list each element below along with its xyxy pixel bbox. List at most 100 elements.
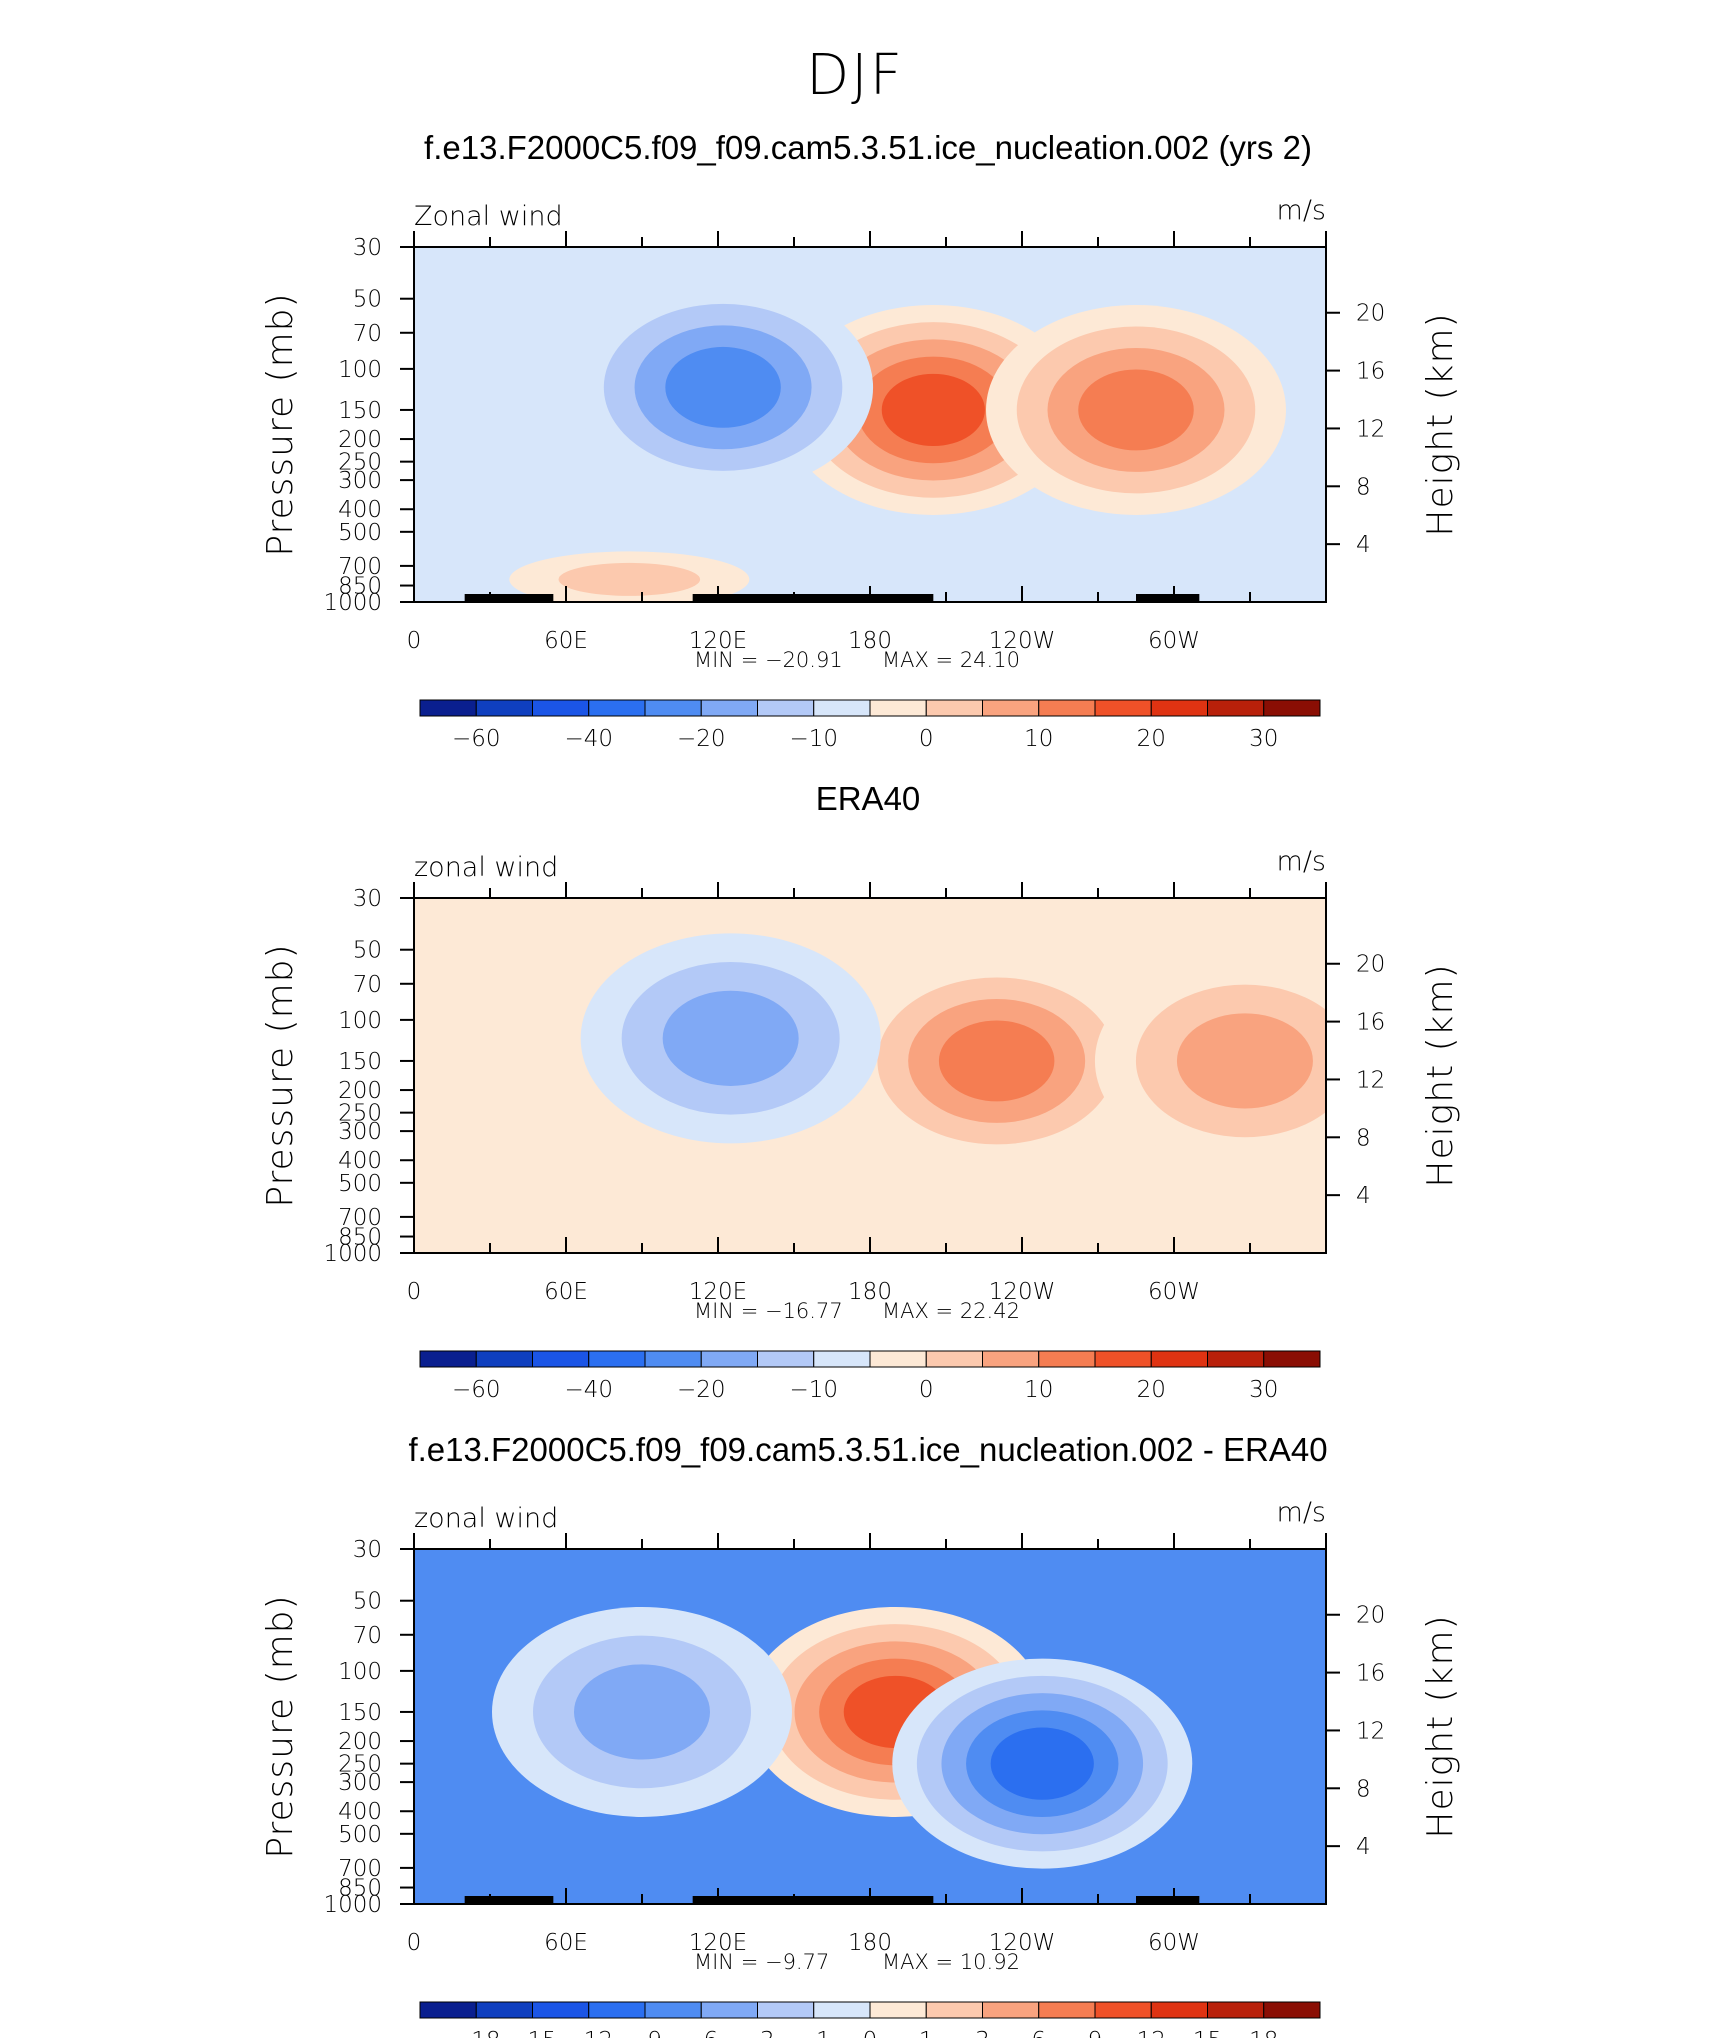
colorbar-swatch: [813, 699, 871, 717]
x-tick-label: 120E: [689, 628, 747, 654]
y-axis-label: Pressure (mb): [260, 1594, 301, 1858]
colorbar-label: 0: [863, 2028, 878, 2038]
contour-field: [414, 1549, 1326, 1904]
y-tick-label: 400: [338, 1148, 382, 1174]
colorbar-swatch: [982, 2001, 1040, 2019]
y-tick-label: 50: [353, 938, 382, 964]
y-tick-label: 850: [338, 1225, 382, 1251]
y-tick-label: 200: [338, 427, 382, 453]
x-tick-label: 60E: [544, 1279, 588, 1305]
colorbar-label: 20: [1137, 726, 1166, 752]
colorbar-label: 0: [919, 1377, 934, 1403]
x-tick-label: 120W: [989, 1930, 1056, 1956]
contour-band: [574, 1664, 710, 1760]
colorbar-swatch: [1150, 699, 1208, 717]
field-label: Zonal wind: [414, 201, 563, 232]
colorbar-swatch: [925, 2001, 983, 2019]
panel-2: ERA40 zonal wind m/s 0 60E 120E 180 120W 60W 30 50…: [260, 780, 1461, 1403]
x-tick-label: 60E: [544, 1930, 588, 1956]
max-value: MAX = 24.10: [882, 648, 1020, 672]
y-right-tick-label: 12: [1356, 1067, 1385, 1093]
contour-band: [990, 1727, 1094, 1800]
y-tick-label: 400: [338, 497, 382, 523]
min-value: MIN = −20.91: [694, 648, 843, 672]
y-right-tick-label: 20: [1356, 1603, 1385, 1629]
y-tick-label: 200: [338, 1078, 382, 1104]
y-right-tick-label: 8: [1356, 1776, 1371, 1802]
colorbar-swatch: [869, 2001, 927, 2019]
topography-mask: [464, 594, 554, 602]
y-tick-label: 30: [353, 886, 382, 912]
colorbar-label: −15: [508, 2028, 557, 2038]
colorbar-label: −12: [564, 2028, 613, 2038]
colorbar: −60 −40 −20 −10 0 10 20 30: [419, 1350, 1321, 1403]
y-right-tick-label: 20: [1356, 952, 1385, 978]
colorbar-label: −9: [628, 2028, 662, 2038]
colorbar-label: 12: [1137, 2028, 1166, 2038]
y-tick-label: 700: [338, 1856, 382, 1882]
colorbar-swatch: [644, 699, 702, 717]
colorbar-label: −3: [741, 2028, 775, 2038]
y-right-tick-label: 4: [1356, 532, 1371, 558]
panel-title: f.e13.F2000C5.f09_f09.cam5.3.51.ice_nucl…: [424, 129, 1312, 166]
x-tick-label: 180: [848, 1930, 892, 1956]
colorbar-label: −60: [452, 726, 501, 752]
colorbar-swatch: [588, 1350, 646, 1368]
colorbar-swatch: [419, 2001, 477, 2019]
units-label: m/s: [1277, 846, 1326, 877]
colorbar-swatch: [813, 2001, 871, 2019]
x-tick-label: 60W: [1148, 1930, 1200, 1956]
x-tick-label: 0: [407, 628, 422, 654]
y-right-tick-label: 8: [1356, 1125, 1371, 1151]
y-right-tick-label: 20: [1356, 301, 1385, 327]
x-tick-label: 60W: [1148, 628, 1200, 654]
y-axis-label: Pressure (mb): [260, 943, 301, 1207]
colorbar-swatch: [1207, 699, 1265, 717]
colorbar-swatch: [532, 699, 590, 717]
y-tick-label: 500: [338, 520, 382, 546]
colorbar-swatch: [588, 2001, 646, 2019]
colorbar-label: −10: [789, 1377, 838, 1403]
panel-title: ERA40: [816, 780, 921, 817]
y-right-tick-label: 12: [1356, 416, 1385, 442]
colorbar-swatch: [1094, 699, 1152, 717]
colorbar-swatch: [644, 1350, 702, 1368]
topography-mask: [692, 1896, 934, 1904]
colorbar-label: 9: [1088, 2028, 1103, 2038]
colorbar-label: 1: [919, 2028, 934, 2038]
y-right-tick-label: 16: [1356, 1010, 1385, 1036]
colorbar-label: 10: [1024, 726, 1053, 752]
y-right-tick-label: 16: [1356, 359, 1385, 385]
max-value: MAX = 22.42: [882, 1299, 1020, 1323]
colorbar-swatch: [925, 1350, 983, 1368]
colorbar-label: −1: [797, 2028, 831, 2038]
topography-mask: [464, 1896, 554, 1904]
y-right-tick-label: 4: [1356, 1183, 1371, 1209]
y-tick-label: 700: [338, 554, 382, 580]
colorbar-swatch: [475, 2001, 533, 2019]
colorbar-swatch: [475, 1350, 533, 1368]
y-right-tick-label: 12: [1356, 1718, 1385, 1744]
colorbar-swatch: [532, 1350, 590, 1368]
contour-field: [414, 898, 1326, 1253]
y-tick-label: 100: [338, 357, 382, 383]
x-tick-label: 60E: [544, 628, 588, 654]
colorbar-swatch: [1038, 1350, 1096, 1368]
colorbar-swatch: [419, 1350, 477, 1368]
y-tick-label: 1000: [323, 590, 382, 616]
topography-mask: [1136, 1896, 1200, 1904]
colorbar-label: 6: [1031, 2028, 1046, 2038]
colorbar: −60 −40 −20 −10 0 10 20 30: [419, 699, 1321, 752]
y-tick-label: 50: [353, 1589, 382, 1615]
x-tick-label: 120W: [989, 1279, 1056, 1305]
y-tick-label: 150: [338, 398, 382, 424]
colorbar-label: 30: [1249, 726, 1278, 752]
x-tick-label: 180: [848, 1279, 892, 1305]
colorbar-swatch: [813, 1350, 871, 1368]
contour-band: [665, 346, 781, 428]
y-tick-label: 70: [353, 972, 382, 998]
contour-band: [1078, 369, 1194, 451]
max-value: MAX = 10.92: [882, 1950, 1020, 1974]
colorbar-swatch: [869, 1350, 927, 1368]
y-tick-label: 1000: [323, 1241, 382, 1267]
